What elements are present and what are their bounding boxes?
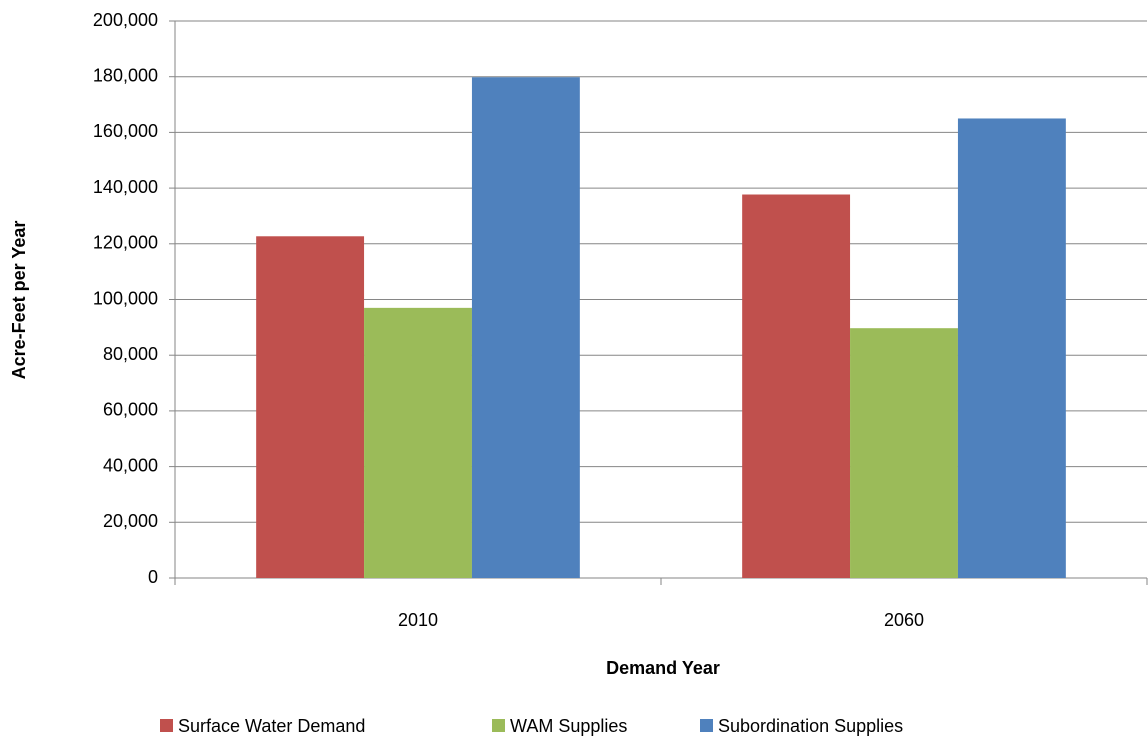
bar [957, 118, 1066, 578]
bar [850, 328, 958, 578]
y-tick-label: 0 [148, 567, 158, 587]
legend-swatch [492, 719, 505, 732]
y-tick-label: 20,000 [103, 511, 158, 531]
bar [471, 77, 580, 578]
y-tick-label: 180,000 [93, 65, 158, 85]
y-tick-label: 40,000 [103, 455, 158, 475]
legend-label: WAM Supplies [510, 716, 627, 736]
y-tick-label: 160,000 [93, 121, 158, 141]
y-tick-label: 60,000 [103, 400, 158, 420]
y-tick-label: 120,000 [93, 233, 158, 253]
y-tick-label: 140,000 [93, 177, 158, 197]
bar [364, 307, 472, 578]
legend-label: Surface Water Demand [178, 716, 365, 736]
legend-label: Subordination Supplies [718, 716, 903, 736]
y-tick-label: 200,000 [93, 10, 158, 30]
y-tick-label: 100,000 [93, 288, 158, 308]
y-axis-title: Acre-Feet per Year [9, 221, 29, 380]
x-tick-label: 2060 [884, 610, 924, 630]
x-tick-label: 2010 [398, 610, 438, 630]
legend-swatch [160, 719, 173, 732]
y-tick-label: 80,000 [103, 344, 158, 364]
legend-swatch [700, 719, 713, 732]
bar [742, 194, 851, 578]
bar [256, 236, 365, 578]
x-axis-title: Demand Year [606, 658, 720, 678]
